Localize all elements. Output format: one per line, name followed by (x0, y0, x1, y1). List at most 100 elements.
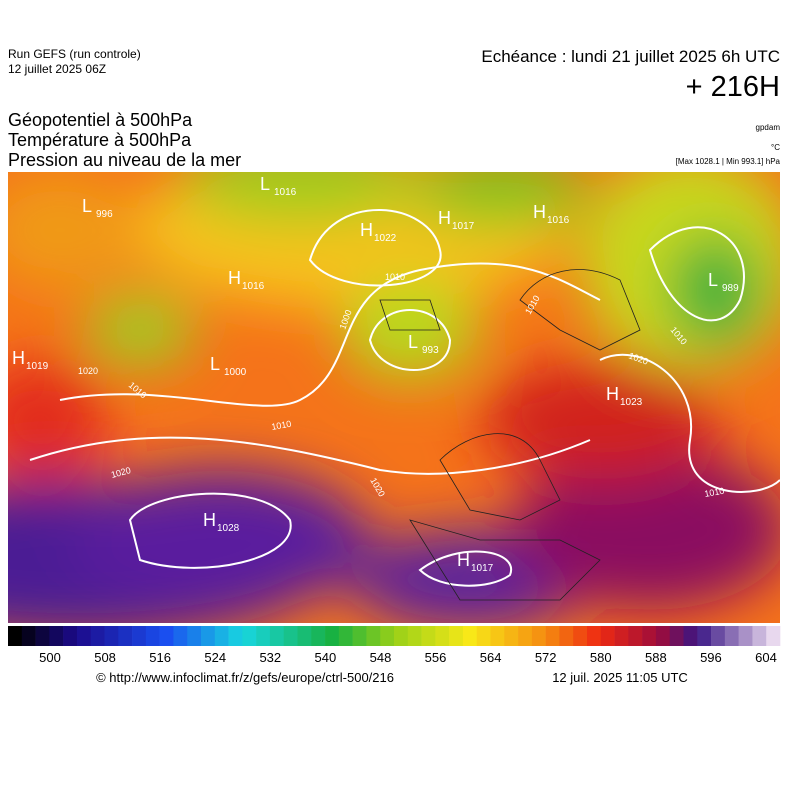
valid-time: Echéance : lundi 21 juillet 2025 6h UTC (481, 47, 780, 66)
color-swatch (8, 626, 23, 646)
color-swatch (642, 626, 657, 646)
center-type: H (203, 510, 216, 530)
color-swatch (173, 626, 188, 646)
isobar-label: 1010 (271, 419, 292, 432)
colorbar-label: 508 (94, 650, 116, 665)
color-swatch (697, 626, 712, 646)
color-swatch (352, 626, 367, 646)
center-type: H (457, 550, 470, 570)
unit: gpdam (756, 123, 781, 132)
color-swatch (214, 626, 229, 646)
color-swatch (683, 626, 698, 646)
color-swatch (476, 626, 491, 646)
colorbar-label: 532 (259, 650, 281, 665)
color-swatch (145, 626, 160, 646)
color-swatch (587, 626, 602, 646)
colorbar: 500 508 516 524 532 540 548 556 564 572 580 588 596 6… (8, 626, 781, 665)
color-swatch (325, 626, 340, 646)
colorbar-label: 572 (535, 650, 557, 665)
color-swatch (711, 626, 726, 646)
color-swatch (283, 626, 298, 646)
color-swatch (518, 626, 533, 646)
colorbar-label: 596 (700, 650, 722, 665)
color-swatch (449, 626, 464, 646)
center-value: 989 (722, 283, 739, 294)
color-swatch (21, 626, 36, 646)
color-swatch (35, 626, 50, 646)
center-type: H (228, 268, 241, 288)
colorbar-label: 604 (755, 650, 777, 665)
color-swatch (724, 626, 739, 646)
color-swatch (187, 626, 202, 646)
center-type: H (438, 208, 451, 228)
color-swatch (256, 626, 271, 646)
colorbar-label: 580 (590, 650, 612, 665)
center-type: L (408, 332, 418, 352)
colorbar-label: 556 (425, 650, 447, 665)
color-swatch (655, 626, 671, 646)
color-swatch (766, 626, 781, 646)
color-swatch (573, 626, 588, 646)
color-swatch (118, 626, 133, 646)
center-type: H (12, 348, 25, 368)
center-type: L (210, 354, 220, 374)
center-value: 1016 (242, 281, 265, 292)
color-swatch (132, 626, 147, 646)
map (8, 172, 780, 623)
color-swatch (407, 626, 422, 646)
center-value: 993 (422, 345, 439, 356)
colorbar-label: 524 (204, 650, 226, 665)
center-type: H (360, 220, 373, 240)
unit: [Max 1028.1 | Min 993.1] hPa (676, 157, 781, 166)
center-value: 1016 (547, 215, 570, 226)
center-value: 1017 (471, 563, 494, 574)
center-value: 996 (96, 209, 113, 220)
center-type: H (533, 202, 546, 222)
color-swatch (76, 626, 92, 646)
color-swatch (366, 626, 381, 646)
color-swatch (63, 626, 78, 646)
color-swatch (49, 626, 64, 646)
colorbar-label: 588 (645, 650, 667, 665)
color-swatch (462, 626, 478, 646)
color-swatch (297, 626, 312, 646)
center-value: 1019 (26, 361, 49, 372)
center-type: L (260, 174, 270, 194)
colorbar-label: 516 (149, 650, 171, 665)
run-date: 12 juillet 2025 06Z (8, 62, 106, 76)
field: Pression au niveau de la mer (8, 150, 241, 170)
color-swatch (104, 626, 119, 646)
color-swatch (201, 626, 216, 646)
center-value: 1022 (374, 233, 397, 244)
color-swatch (738, 626, 753, 646)
color-swatch (545, 626, 560, 646)
center-type: L (708, 270, 718, 290)
color-swatch (669, 626, 684, 646)
color-swatch (531, 626, 546, 646)
center-value: 1023 (620, 397, 643, 408)
color-swatch (504, 626, 519, 646)
color-swatch (559, 626, 574, 646)
run: Run GEFS (run controle) (8, 47, 141, 61)
color-swatch (600, 626, 615, 646)
isobar-label: 1010 (385, 272, 405, 282)
color-swatch (752, 626, 767, 646)
color-swatch (242, 626, 257, 646)
color-swatch (628, 626, 643, 646)
center-value: 1017 (452, 221, 475, 232)
colorbar-label: 548 (370, 650, 392, 665)
isobar-label: 1010 (704, 486, 725, 499)
colorbar-label: 500 (39, 650, 61, 665)
color-swatch (380, 626, 395, 646)
color-swatch (435, 626, 450, 646)
center-value: 1016 (274, 187, 297, 198)
center-value: 1000 (224, 367, 247, 378)
footer-url: © http://www.infoclimat.fr/z/gefs/europe… (96, 670, 394, 685)
center-type: H (606, 384, 619, 404)
field: Géopotentiel à 500hPa (8, 110, 193, 130)
field: Température à 500hPa (8, 130, 192, 150)
color-swatch (311, 626, 326, 646)
isobar-label: 1020 (78, 366, 98, 376)
colorbar-label: 540 (315, 650, 337, 665)
